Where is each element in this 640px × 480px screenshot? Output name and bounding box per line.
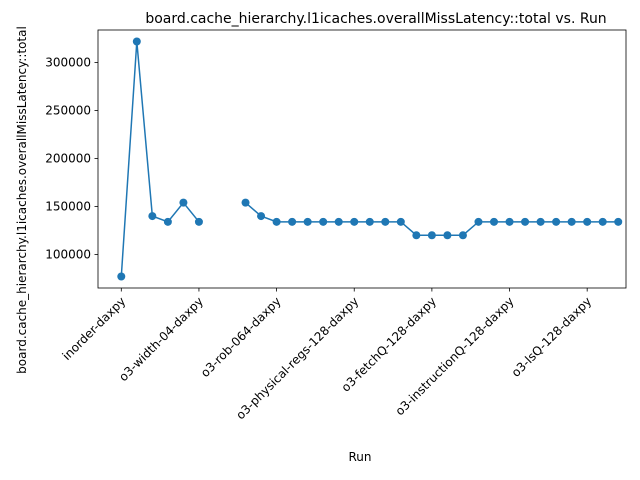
y-tick-label: 200000 — [45, 152, 91, 166]
x-axis-ticks: inorder-daxpyo3-width-04-daxpyo3-rob-064… — [60, 288, 595, 422]
y-tick-label: 150000 — [45, 199, 91, 213]
data-point — [334, 217, 343, 226]
data-point — [567, 217, 576, 226]
data-point — [474, 217, 483, 226]
data-point — [490, 217, 498, 226]
data-point — [303, 217, 312, 226]
x-tick-label: o3-rob-064-daxpy — [198, 294, 284, 380]
data-point — [179, 198, 188, 207]
data-point — [163, 217, 172, 226]
data-point — [396, 217, 405, 226]
data-point — [148, 212, 157, 221]
data-point — [552, 217, 561, 226]
y-axis-ticks: 100000 150000 200000 250000 300000 — [45, 56, 98, 261]
data-point — [365, 217, 374, 226]
data-point — [117, 272, 126, 281]
x-tick-label: o3-width-04-daxpy — [116, 294, 206, 384]
x-axis-label: Run — [348, 450, 371, 464]
data-point — [381, 217, 390, 226]
data-point — [598, 217, 607, 226]
x-tick-label: o3-physical-regs-128-daxpy — [233, 294, 361, 422]
data-point — [132, 37, 141, 46]
x-tick-label: inorder-daxpy — [60, 294, 129, 363]
series-group — [117, 37, 623, 281]
data-point — [194, 217, 203, 226]
data-point — [583, 217, 592, 226]
data-point — [521, 217, 530, 226]
y-tick-label: 100000 — [45, 247, 91, 261]
data-point — [505, 217, 514, 226]
data-point — [412, 231, 421, 240]
data-point — [272, 217, 281, 226]
data-point — [288, 217, 297, 226]
chart-title: board.cache_hierarchy.l1icaches.overallM… — [145, 11, 606, 27]
series-line — [120, 41, 619, 277]
data-point — [443, 231, 452, 240]
x-tick-label: o3-lsQ-128-daxpy — [509, 294, 595, 380]
y-tick-label: 300000 — [45, 56, 91, 70]
data-point — [427, 231, 436, 240]
plot-frame — [97, 29, 627, 289]
data-point — [319, 217, 328, 226]
data-point — [350, 217, 359, 226]
data-point — [241, 198, 250, 207]
data-point — [536, 217, 545, 226]
y-axis-label: board.cache_hierarchy.l1icaches.overallM… — [15, 26, 29, 374]
y-tick-label: 250000 — [45, 104, 91, 118]
data-point — [614, 217, 623, 226]
data-point — [257, 212, 266, 221]
data-point — [458, 231, 467, 240]
